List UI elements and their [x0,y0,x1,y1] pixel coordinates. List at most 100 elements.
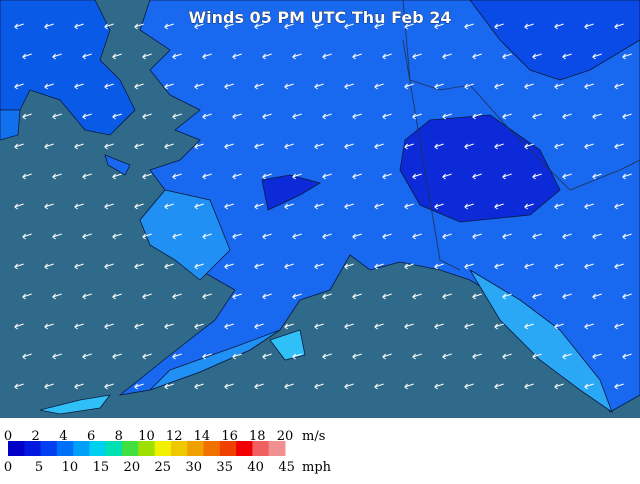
wind-arrow [434,203,444,210]
wind-arrow [134,203,144,210]
wind-arrow [194,323,204,330]
color-swatch [236,441,253,456]
wind-arrow [404,203,414,210]
wind-arrow [472,233,482,240]
wind-arrow [412,173,422,180]
color-swatch [219,441,237,456]
color-swatch [73,441,90,456]
legend: 0 2 4 6 8 10 12 14 16 18 20 m/s 0 5 10 15 20 25 30 35 40 45 mp… [4,429,332,475]
wind-arrow [382,293,392,300]
wind-arrow [614,143,624,150]
wind-arrow [344,23,354,30]
wind-arrow [622,233,632,240]
wind-arrow [232,113,242,120]
wind-arrow [44,383,54,390]
wind-arrow [524,323,534,330]
wind-arrow [472,173,482,180]
wind-arrow [284,263,294,270]
wind-arrow [584,143,594,150]
color-swatch [138,441,156,456]
mph-tick-label: 45 [278,460,295,475]
wind-arrow [434,23,444,30]
wind-arrow [464,203,474,210]
wind-arrow [412,233,422,240]
wind-arrow [52,293,62,300]
wind-arrow [82,353,92,360]
wind-arrow [322,233,332,240]
wind-arrow [532,233,542,240]
wind-arrow [284,323,294,330]
wind-arrow [622,113,632,120]
mph-unit: mph [302,460,332,475]
wind-arrow [434,143,444,150]
ms-tick-label: 16 [221,429,238,444]
wind-arrow [172,53,182,60]
wind-arrow [404,23,414,30]
wind-arrow [254,83,264,90]
wind-arrow [614,383,624,390]
wind-arrow [44,23,54,30]
wind-arrow [314,383,324,390]
wind-arrow [172,113,182,120]
wind-arrow [254,323,264,330]
wind-arrow [614,23,624,30]
wind-arrow [284,383,294,390]
wind-arrow [502,173,512,180]
wind-arrow [142,233,152,240]
wind-arrow [164,83,174,90]
wind-arrow [622,353,632,360]
mph-tick-label: 20 [124,460,141,475]
wind-arrow [22,173,32,180]
color-swatch [170,441,188,456]
ms-unit: m/s [302,429,325,444]
wind-arrow [224,383,234,390]
wind-arrow [434,263,444,270]
wind-arrow [404,83,414,90]
wind-arrow [382,353,392,360]
wind-arrow [622,173,632,180]
wind-arrow [382,113,392,120]
color-swatch [268,441,286,456]
ms-tick-label: 2 [32,429,40,444]
wind-arrow [382,173,392,180]
wind-arrow [262,233,272,240]
wind-arrow [254,23,264,30]
wind-arrow [74,323,84,330]
wind-arrow [202,113,212,120]
wind-arrow [292,233,302,240]
wind-arrow [254,263,264,270]
wind-arrow [524,383,534,390]
wind-arrow [194,143,204,150]
wind-arrow [584,383,594,390]
wind-arrow [614,83,624,90]
wind-arrow [202,233,212,240]
wind-arrow [464,83,474,90]
wind-arrow [554,203,564,210]
wind-arrow [562,173,572,180]
wind-arrow [44,323,54,330]
wind-arrow [194,83,204,90]
wind-arrow [232,173,242,180]
wind-arrow [44,143,54,150]
wind-arrow [202,293,212,300]
wind-arrow [134,323,144,330]
color-swatch [8,441,25,456]
wind-arrow [112,113,122,120]
wind-arrow [562,233,572,240]
wind-arrow [352,233,362,240]
wind-arrow [442,113,452,120]
wind-arrow [532,173,542,180]
wind-arrow [592,293,602,300]
wind-arrow [104,23,114,30]
ms-tick-label: 4 [59,429,67,444]
wind-arrow [322,173,332,180]
wind-arrow [314,143,324,150]
wind-arrow [82,173,92,180]
wind-arrow [172,353,182,360]
wind-arrow [562,53,572,60]
wind-arrow [164,383,174,390]
wind-arrow [14,323,24,330]
wind-arrow [494,143,504,150]
wind-arrow [344,383,354,390]
